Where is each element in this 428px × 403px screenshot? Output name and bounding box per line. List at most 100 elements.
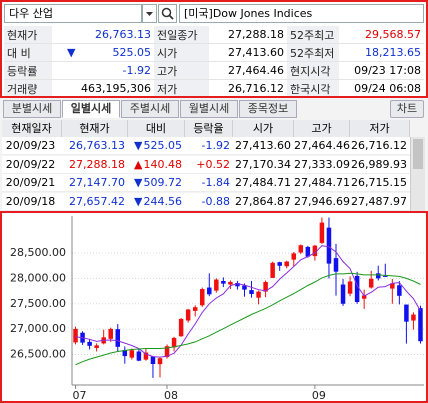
quote-panel: 다우 산업 [미국]Dow Jones Indices 현재가 26,763.13… — [0, 0, 428, 98]
candle-body — [390, 283, 395, 289]
candle-body — [136, 351, 142, 361]
x-tick-label: 07 — [73, 389, 87, 401]
candle-body — [397, 285, 402, 296]
candle-body — [326, 227, 332, 264]
candle-body — [383, 275, 388, 277]
candle-body — [291, 253, 297, 260]
candle-body — [404, 304, 409, 322]
dropdown-icon — [146, 12, 153, 16]
arrow: ▼ — [67, 46, 76, 59]
candle-body — [418, 308, 423, 342]
candle-body — [235, 282, 240, 287]
label: 현지시각 — [287, 61, 339, 80]
tab[interactable]: 월별시세 — [180, 100, 238, 118]
value: 27,288.18 — [209, 26, 287, 44]
arrow: ▼ — [134, 139, 143, 152]
candle-body — [221, 280, 226, 284]
cell: -0.88 — [185, 192, 233, 211]
label: 52주최저 — [287, 43, 339, 62]
cell: 27,333.09 — [294, 155, 350, 174]
value: 29,568.57 — [339, 26, 424, 44]
x-tick-label: 09 — [312, 389, 326, 401]
arrow: ▲ — [134, 157, 143, 171]
candle-body — [143, 352, 149, 360]
candle-body — [178, 318, 184, 337]
candle-body — [94, 345, 99, 348]
column-header: 고가 — [294, 120, 350, 137]
value: 09/23 17:08 — [339, 61, 424, 80]
label: 전일종가 — [154, 26, 209, 44]
chart-button[interactable]: 차트 — [390, 100, 424, 118]
y-tick-label: 27,000.00 — [10, 322, 66, 335]
cell: 27,864.87 — [233, 192, 294, 211]
chart-panel: 26,500.00 27,000.00 27,500.00 28,000.00 28,5… — [0, 211, 428, 403]
value: ▼ 525.05 — [52, 43, 154, 62]
quote-grid: 현재가 26,763.13 전일종가 27,288.18 52주최고 29,568.57 … — [4, 26, 424, 96]
value: -1.92 — [52, 61, 154, 80]
candle-body — [368, 278, 374, 288]
dropdown-button[interactable] — [142, 4, 157, 23]
label: 시가 — [154, 43, 209, 62]
candle-body — [284, 261, 289, 267]
cell: 525.05 — [128, 137, 185, 155]
label: 저가 — [154, 79, 209, 96]
tab[interactable]: 분별시세 — [3, 100, 61, 118]
candle-body — [207, 287, 212, 295]
label: 한국시각 — [287, 79, 339, 96]
candle-body — [340, 284, 346, 304]
candlestick-chart: 26,500.00 27,000.00 27,500.00 28,000.00 28,5… — [10, 216, 424, 401]
cell: +0.52 — [185, 155, 233, 174]
label: 대 비 — [4, 43, 52, 62]
tab[interactable]: 주별시세 — [121, 100, 179, 118]
candle-body — [214, 279, 219, 291]
cell: 27,464.46 — [294, 137, 350, 155]
candle-body — [192, 307, 198, 311]
candle-body — [185, 309, 191, 321]
value: 26,716.12 — [209, 79, 287, 96]
search-input[interactable]: 다우 산업 — [4, 4, 142, 23]
value: 27,413.60 — [209, 43, 287, 62]
cell: 27,413.60 — [233, 137, 294, 155]
candle-body — [199, 289, 205, 306]
column-header: 현재가 — [62, 120, 128, 137]
cell: 27,484.71 — [233, 174, 294, 192]
candle-body — [256, 291, 261, 298]
candle-body — [361, 295, 367, 299]
scroll-thumb[interactable] — [413, 139, 423, 169]
tab[interactable]: 종목정보 — [239, 100, 297, 118]
cell: 26,716.12 — [350, 137, 410, 155]
cell: 509.72 — [128, 174, 185, 192]
candle-body — [150, 356, 156, 364]
candle-body — [249, 290, 254, 295]
value: 463,195,306 — [52, 79, 154, 96]
candle-body — [411, 314, 416, 321]
search-icon — [161, 7, 174, 20]
y-tick-label: 26,500.00 — [10, 348, 66, 361]
candle-body — [122, 349, 128, 357]
label: 등락률 — [4, 61, 52, 80]
candle-body — [171, 337, 177, 348]
candle-body — [73, 328, 78, 343]
scrollbar[interactable] — [410, 137, 425, 211]
cell: 27,484.71 — [294, 174, 350, 192]
candle-body — [312, 245, 318, 257]
tab[interactable]: 일별시세 — [62, 100, 120, 118]
candle-body — [157, 358, 163, 365]
candle-body — [298, 245, 304, 253]
candle-body — [115, 329, 121, 347]
market-field: [미국]Dow Jones Indices — [179, 4, 424, 23]
column-header: 시가 — [233, 120, 294, 137]
column-header: 등락율 — [185, 120, 233, 137]
column-header: 저가 — [350, 120, 410, 137]
cell: 27,147.70 — [62, 174, 128, 192]
value: 27,464.46 — [209, 61, 287, 80]
column-header: 현재일자 — [2, 120, 62, 137]
cell: -1.84 — [185, 174, 233, 192]
label: 현재가 — [4, 26, 52, 44]
candle-body — [305, 246, 311, 257]
search-button[interactable] — [158, 4, 177, 23]
cell: 244.56 — [128, 192, 185, 211]
candle-body — [375, 273, 381, 279]
cell: 140.48 — [128, 155, 185, 174]
cell: 26,989.93 — [350, 155, 410, 174]
